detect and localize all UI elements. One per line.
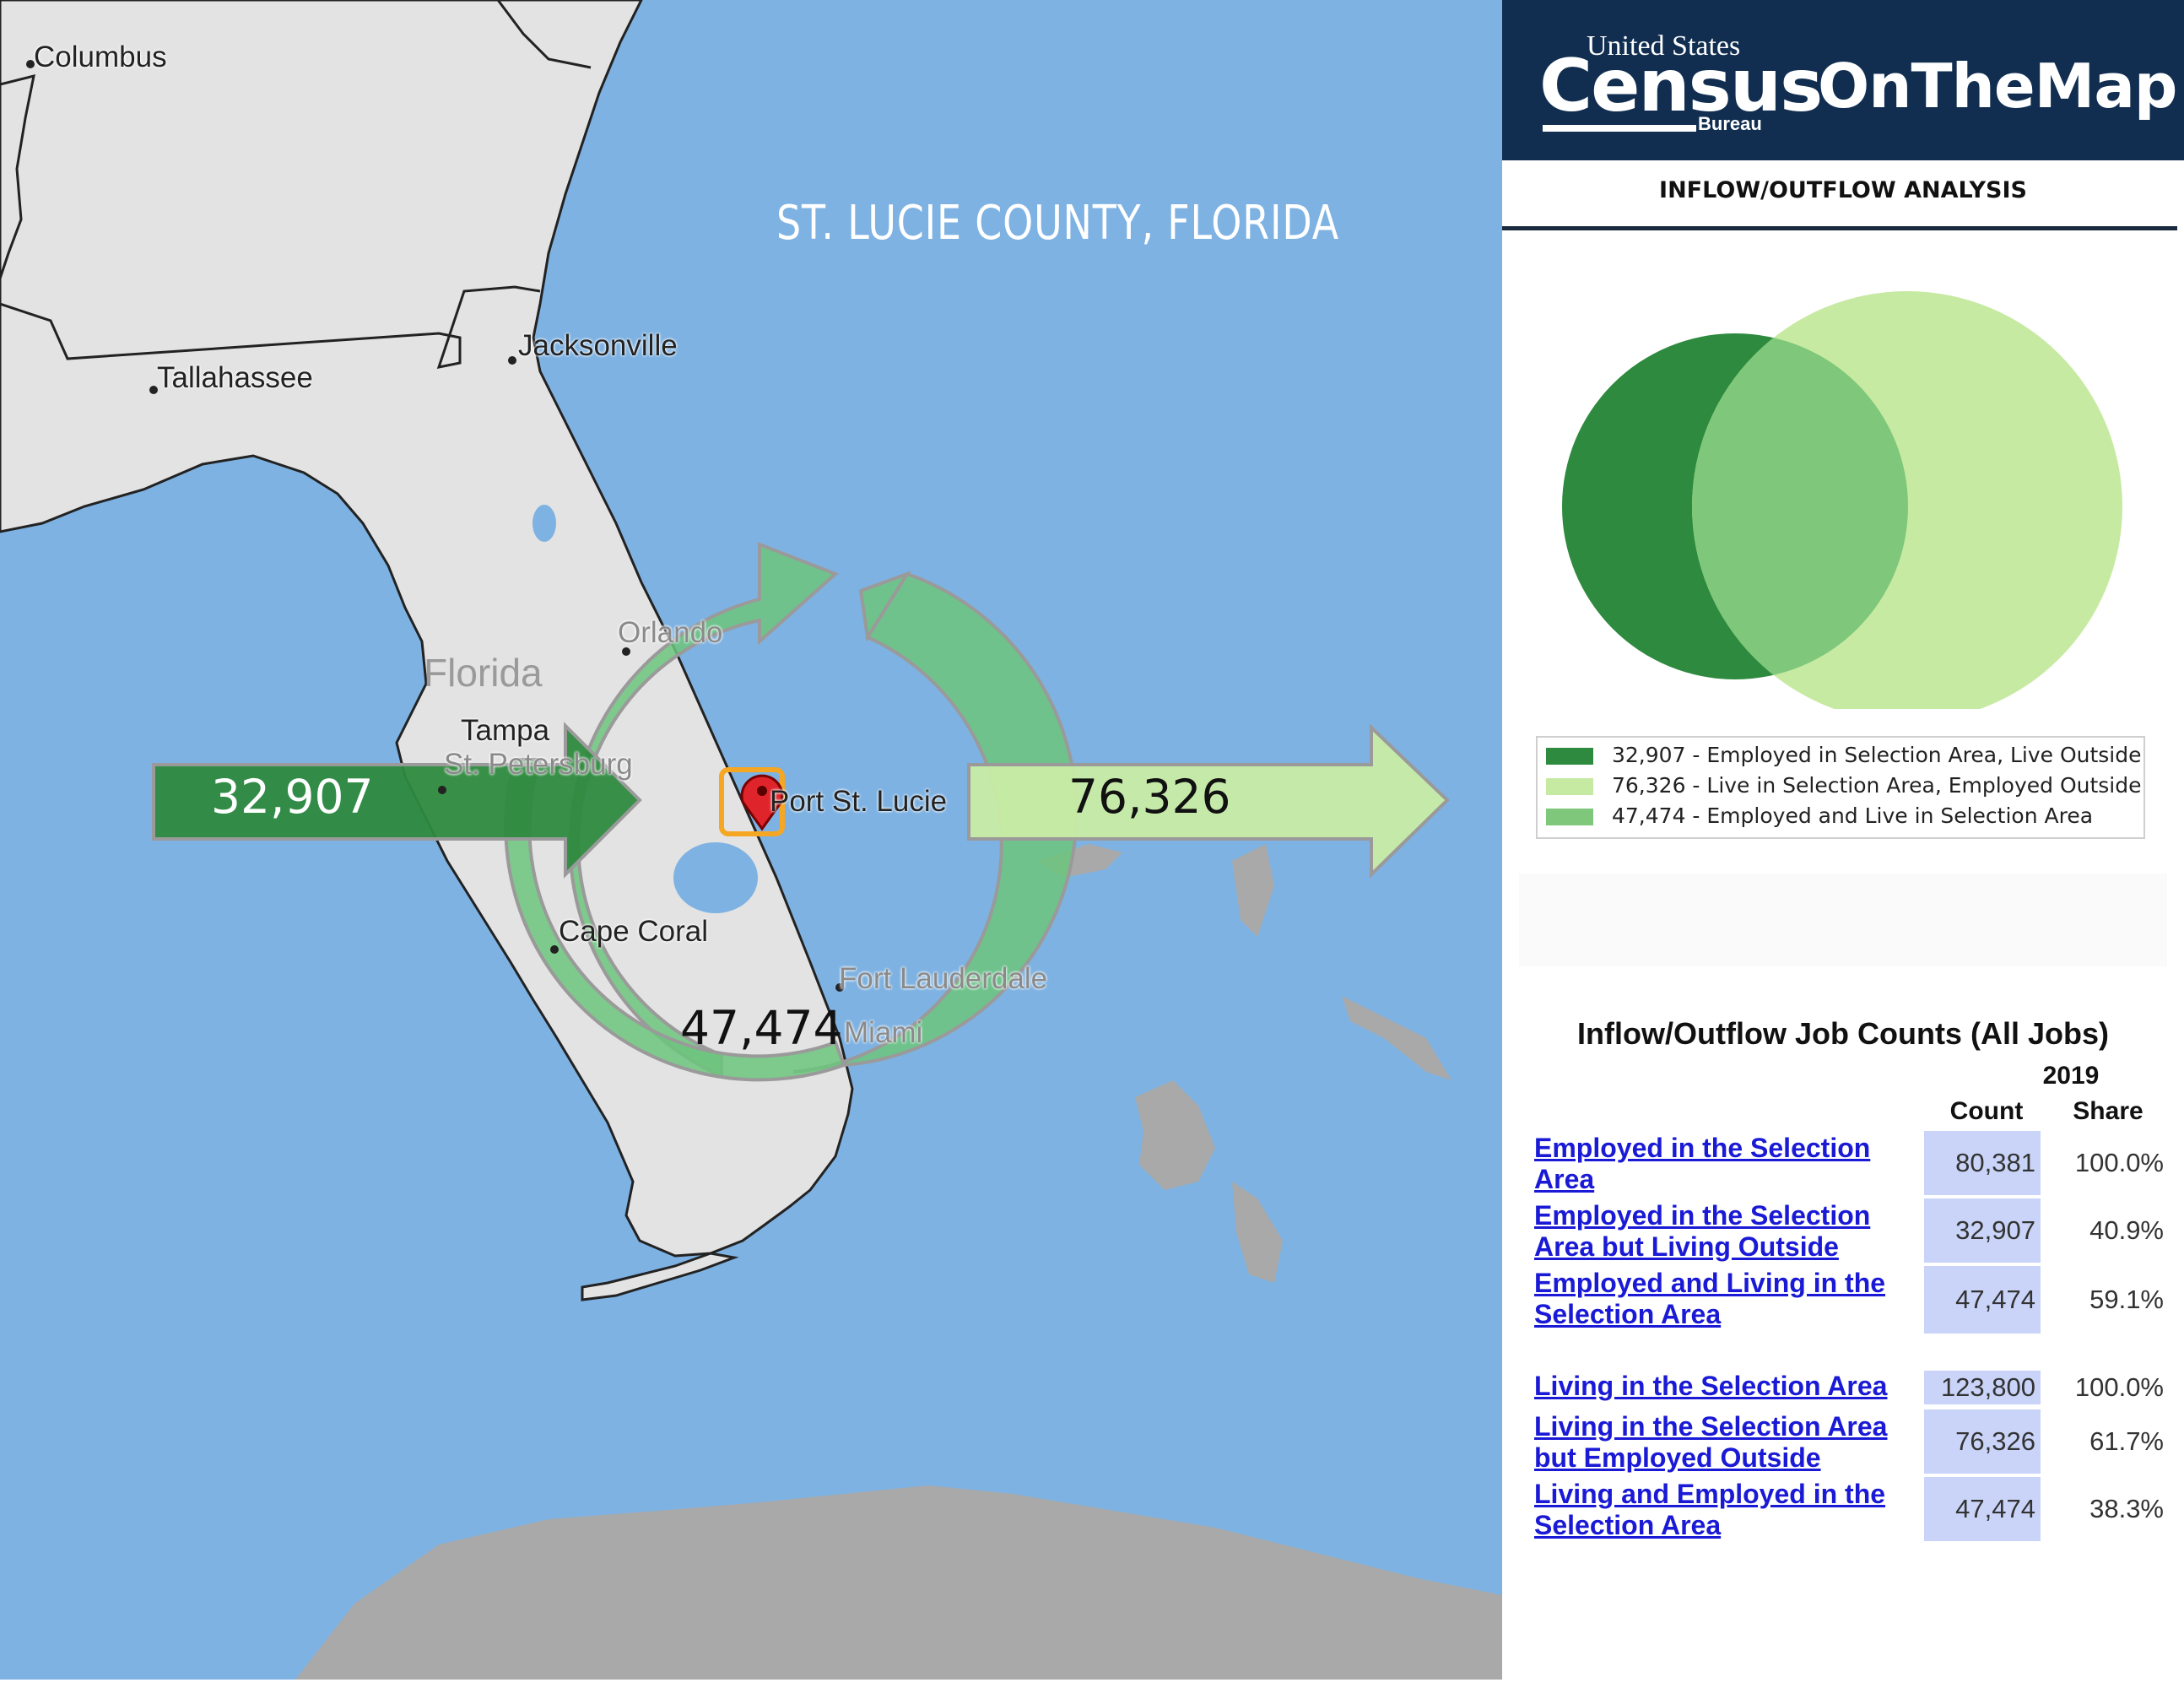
- census-logo-rule: [1543, 125, 1696, 132]
- city-dot: [438, 786, 446, 794]
- city-dot: [149, 386, 158, 394]
- map-panel[interactable]: Columbus Tallahassee Jacksonville Florid…: [0, 0, 1502, 1680]
- venn-overlap: [1692, 333, 1908, 679]
- interior-flow-ring-lower: [504, 758, 846, 1082]
- city-label-st-petersburg: St. Petersburg: [444, 748, 633, 781]
- brand-header: United States Census Bureau OnTheMap: [1502, 0, 2184, 160]
- legend-swatch: [1546, 748, 1593, 765]
- row-count: 47,474: [1924, 1477, 2041, 1541]
- row-share: 59.1%: [2089, 1285, 2164, 1314]
- row-link-employed-living-outside[interactable]: Employed in the Selection Area but Livin…: [1534, 1200, 1871, 1262]
- city-label-miami: Miami: [844, 1016, 923, 1049]
- brand-united-states: United States: [1587, 30, 1741, 62]
- lake: [532, 505, 556, 542]
- state-border: [0, 285, 541, 369]
- row-link-living-employed-outside[interactable]: Living in the Selection Area but Employe…: [1534, 1411, 1888, 1473]
- inflow-count: 32,907: [211, 770, 374, 824]
- row-count: 32,907: [1924, 1198, 2041, 1263]
- outflow-arrow: [967, 723, 1450, 879]
- location-marker-icon[interactable]: [740, 774, 784, 831]
- us-land: [0, 0, 854, 1258]
- column-header-count: Count: [1949, 1097, 2024, 1125]
- city-label-jacksonville: Jacksonville: [518, 329, 678, 362]
- city-label-tallahassee: Tallahassee: [157, 361, 313, 394]
- cuba: [295, 1485, 1502, 1680]
- bahamas-island: [1232, 844, 1274, 937]
- location-marker-dot: [757, 786, 767, 796]
- job-counts-year: 2019: [2042, 1062, 2100, 1090]
- title-divider: [1502, 226, 2177, 230]
- state-border-west: [0, 73, 35, 279]
- row-link-living-and-employed[interactable]: Living and Employed in the Selection Are…: [1534, 1479, 1886, 1540]
- city-dot: [508, 356, 516, 365]
- city-label-tampa: Tampa: [461, 714, 550, 747]
- row-share: 61.7%: [2089, 1426, 2164, 1456]
- row-link-employed-and-living[interactable]: Employed and Living in the Selection Are…: [1534, 1268, 1886, 1329]
- row-link-living[interactable]: Living in the Selection Area: [1534, 1371, 1888, 1401]
- map-title: ST. LUCIE COUNTY, FLORIDA: [776, 196, 1339, 251]
- job-counts-title: Inflow/Outflow Job Counts (All Jobs): [1577, 1016, 2109, 1051]
- outflow-count: 76,326: [1068, 770, 1231, 824]
- census-logo: Census: [1539, 44, 1823, 128]
- state-label-florida: Florida: [424, 651, 543, 695]
- analysis-title: INFLOW/OUTFLOW ANALYSIS: [1659, 177, 2027, 203]
- lake-okeechobee: [673, 842, 758, 913]
- city-dot: [835, 983, 844, 992]
- state-border-north: [496, 0, 592, 69]
- product-name: OnTheMap: [1818, 51, 2177, 122]
- legend-swatch: [1546, 778, 1593, 795]
- venn-legend: 32,907 - Employed in Selection Area, Liv…: [1536, 736, 2145, 839]
- row-share: 38.3%: [2089, 1494, 2164, 1523]
- row-count: 47,474: [1924, 1266, 2041, 1334]
- bahamas-island: [1232, 1182, 1283, 1283]
- row-link-employed[interactable]: Employed in the Selection Area: [1534, 1133, 1871, 1194]
- row-count: 123,800: [1924, 1371, 2041, 1404]
- brand-bureau: Bureau: [1698, 113, 1762, 134]
- row-count: 80,381: [1924, 1131, 2041, 1195]
- column-header-share: Share: [2073, 1097, 2143, 1125]
- row-share: 100.0%: [2074, 1372, 2164, 1402]
- inflow-arrow: [152, 722, 642, 879]
- bahamas-island: [1342, 996, 1451, 1080]
- city-dot: [550, 945, 559, 954]
- city-dot: [26, 60, 35, 68]
- spacer: [1519, 874, 2167, 966]
- city-label-columbus: Columbus: [34, 41, 167, 73]
- city-label-fort-lauderdale: Fort Lauderdale: [839, 962, 1048, 995]
- city-label-orlando: Orlando: [618, 616, 723, 649]
- map-canvas[interactable]: [0, 0, 1502, 1680]
- row-share: 100.0%: [2074, 1148, 2164, 1177]
- legend-label: 76,326 - Live in Selection Area, Employe…: [1612, 773, 2142, 798]
- venn-diagram: [1562, 291, 2122, 709]
- city-label-port-st-lucie: Port St. Lucie: [770, 785, 948, 818]
- city-label-cape-coral: Cape Coral: [559, 915, 709, 948]
- bahamas-island: [1135, 1080, 1215, 1190]
- interior-count: 47,474: [680, 1001, 843, 1055]
- interior-flow-ring-arrow: [858, 571, 911, 642]
- legend-label: 47,474 - Employed and Live in Selection …: [1612, 803, 2094, 828]
- legend-swatch: [1546, 809, 1593, 825]
- row-count: 76,326: [1924, 1409, 2041, 1474]
- side-panel: United States Census Bureau OnTheMap INF…: [1502, 0, 2184, 1688]
- city-dot: [622, 647, 630, 656]
- legend-label: 32,907 - Employed in Selection Area, Liv…: [1612, 743, 2142, 767]
- florida-keys: [581, 1252, 739, 1301]
- row-share: 40.9%: [2089, 1215, 2164, 1245]
